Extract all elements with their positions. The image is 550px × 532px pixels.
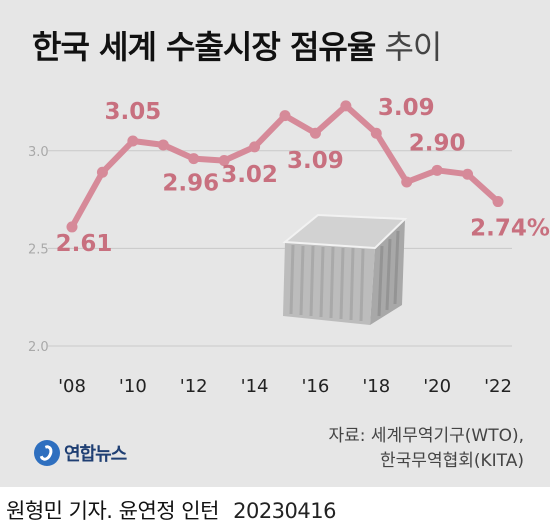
data-point: [96, 166, 108, 178]
data-point: [66, 221, 78, 233]
yonhap-logo: 연합뉴스: [34, 440, 127, 466]
data-point: [370, 127, 382, 139]
data-point: [401, 176, 413, 188]
data-point: [340, 100, 352, 112]
x-tick-labels: '08 '10 '12 '14 '16 '18 '20 '22: [58, 376, 512, 397]
x-tick-label: '22: [484, 376, 512, 397]
line-chart: 2.0 2.5 3.0 '08 '10 '12 '14 '16 '18 '20 '22 2.61 3…: [28, 95, 550, 397]
source-line-1: 자료: 세계무역기구(WTO),: [328, 426, 525, 446]
x-tick-label: '10: [119, 376, 147, 397]
data-point: [462, 168, 474, 180]
data-point: [492, 196, 504, 208]
x-tick-label: '18: [362, 376, 390, 397]
data-label: 2.90: [409, 130, 466, 156]
source-line-2: 한국무역협회(KITA): [380, 451, 524, 471]
title-sub: 추이: [384, 28, 442, 66]
data-label: 2.61: [56, 231, 113, 257]
data-point: [218, 155, 230, 167]
credit-line: 원형민 기자. 윤연정 인턴 20230416: [6, 495, 336, 525]
grid-lines: [48, 150, 512, 347]
x-tick-label: '20: [423, 376, 451, 397]
x-tick-label: '08: [58, 376, 86, 397]
y-tick-labels: 2.0 2.5 3.0: [28, 145, 49, 355]
data-point: [127, 135, 139, 147]
data-label: 3.09: [287, 148, 344, 174]
data-label: 3.09: [378, 95, 435, 121]
credit-date: 20230416: [233, 499, 336, 523]
x-tick-label: '16: [301, 376, 329, 397]
title-main: 한국 세계 수출시장 점유율: [32, 28, 376, 66]
data-label: 3.02: [221, 162, 278, 188]
data-label: 3.05: [104, 99, 161, 125]
chart-panel: [0, 0, 550, 487]
data-point: [188, 153, 200, 165]
data-label: 2.74%: [470, 216, 550, 242]
y-tick-label: 2.0: [28, 340, 49, 355]
credit-name: 원형민 기자. 윤연정 인턴: [6, 499, 219, 523]
data-point: [431, 164, 443, 176]
logo-text: 연합뉴스: [64, 444, 127, 465]
data-point: [157, 139, 169, 151]
page-title: 한국 세계 수출시장 점유율 추이: [32, 22, 442, 68]
source-note: 자료: 세계무역기구(WTO), 한국무역협회(KITA): [329, 424, 525, 474]
y-tick-label: 3.0: [28, 145, 49, 160]
data-labels: 2.61 3.05 2.96 3.02 3.09 3.09 2.90 2.74%: [56, 95, 550, 257]
data-point: [309, 127, 321, 139]
y-tick-label: 2.5: [28, 242, 49, 257]
data-point: [279, 110, 291, 122]
data-point: [249, 141, 261, 153]
shipping-container-icon: [282, 213, 408, 325]
yonhap-logo-icon: [34, 440, 60, 466]
data-label: 2.96: [162, 171, 219, 197]
x-tick-label: '14: [241, 376, 269, 397]
data-points: [66, 100, 504, 233]
x-tick-label: '12: [180, 376, 208, 397]
